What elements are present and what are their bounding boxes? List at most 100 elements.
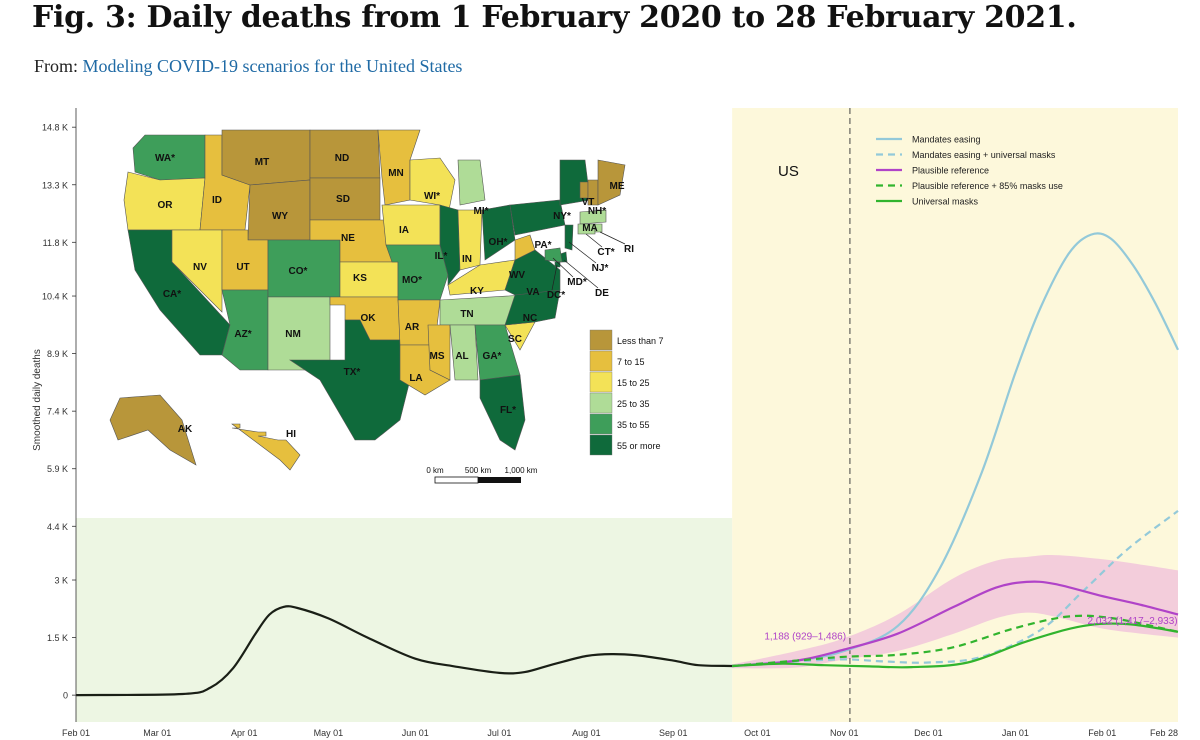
map-legend-swatch <box>589 413 613 435</box>
state-label-or: OR <box>158 200 174 211</box>
leader-ct <box>585 233 603 248</box>
y-tick-label: 10.4 K <box>42 292 68 302</box>
state-ia <box>381 204 441 246</box>
series-plausible-masks-85 <box>732 614 1179 668</box>
state-label-wv: WV <box>509 270 525 281</box>
state-label-il: IL* <box>435 251 448 262</box>
state-label-ne: NE <box>341 233 355 244</box>
state-ak <box>109 394 197 466</box>
leader-nj <box>568 241 597 264</box>
y-tick-label: 8.9 K <box>47 349 68 359</box>
state-label-nd: ND <box>335 153 349 164</box>
x-tick-label: Nov 01 <box>830 728 859 738</box>
x-tick-label: May 01 <box>314 728 344 738</box>
map-scale-label: 500 km <box>465 466 492 475</box>
map-scale-label: 0 km <box>426 466 444 475</box>
legend-label-plausible-reference: Plausible reference <box>912 166 989 176</box>
map-legend-label: 35 to 55 <box>617 420 650 430</box>
state-md <box>544 247 563 263</box>
legend-label-mandates-easing: Mandates easing <box>912 135 981 145</box>
state-label-nj: NJ* <box>592 263 609 274</box>
state-label-fl: FL* <box>500 405 516 416</box>
state-label-sd: SD <box>336 194 350 205</box>
source-article-link[interactable]: Modeling COVID-19 scenarios for the Unit… <box>82 56 463 76</box>
y-tick-label: 1.5 K <box>47 633 68 643</box>
x-tick-label: Aug 01 <box>572 728 601 738</box>
state-label-oh: OH* <box>489 237 508 248</box>
state-label-in: IN <box>462 254 472 265</box>
state-label-tx: TX* <box>344 367 361 378</box>
state-label-mo: MO* <box>402 275 422 286</box>
map-legend-label: 25 to 35 <box>617 399 650 409</box>
state-label-de: DE <box>595 288 609 299</box>
state-nv <box>171 229 223 313</box>
x-tick-label: Sep 01 <box>659 728 688 738</box>
x-tick-label: Feb 01 <box>62 728 90 738</box>
state-label-nc: NC <box>523 313 537 324</box>
map-scale-label: 1,000 km <box>505 466 538 475</box>
map-legend-label: 7 to 15 <box>617 357 645 367</box>
map-legend-label: 55 or more <box>617 441 661 451</box>
y-tick-label: 5.9 K <box>47 464 68 474</box>
region-label: US <box>778 163 799 180</box>
figure-source: From: Modeling COVID-19 scenarios for th… <box>34 56 462 77</box>
state-label-mn: MN <box>388 168 404 179</box>
annotation-nov: 1,188 (929–1,486) <box>764 632 846 643</box>
legend-label-universal-masks: Universal masks <box>912 197 979 207</box>
state-ri <box>594 223 603 233</box>
series-layer: US 1,188 (929–1,486) 2,032 (1,417–2,933) <box>75 108 1179 722</box>
leader-md <box>552 257 574 278</box>
series-universal-masks <box>732 622 1179 669</box>
state-mi <box>457 159 486 206</box>
state-label-id: ID <box>212 195 222 206</box>
map-legend-label: 15 to 25 <box>617 378 650 388</box>
x-tick-label: Mar 01 <box>143 728 171 738</box>
state-nj <box>564 224 574 251</box>
leader-dc <box>551 264 558 291</box>
leader-ri <box>599 231 626 245</box>
state-wv <box>514 234 536 261</box>
series-mandates-easing-masks <box>732 510 1179 668</box>
state-label-nv: NV <box>193 262 207 273</box>
map-legend-swatch <box>589 371 613 393</box>
state-label-ar: AR <box>405 322 420 333</box>
state-label-mt: MT <box>255 157 269 168</box>
state-label-al: AL <box>455 351 468 362</box>
map-legend-swatch <box>589 329 613 351</box>
x-tick-label: Jul 01 <box>487 728 511 738</box>
map-legend-label: Less than 7 <box>617 336 664 346</box>
state-label-ky: KY <box>470 286 484 297</box>
state-ks <box>339 261 399 298</box>
series-legend: Mandates easing Mandates easing + univers… <box>876 135 1063 207</box>
source-prefix: From: <box>34 56 79 76</box>
state-label-pa: PA* <box>534 240 551 251</box>
state-label-nh: NH* <box>588 206 606 217</box>
y-tick-label: 0 <box>63 691 68 701</box>
state-vt <box>579 181 589 199</box>
y-tick-label: 11.8 K <box>43 238 68 248</box>
axes-layer: 0 1.5 K 3 K 4.4 K 5.9 K 7.4 K 8.9 K 10.4 K 11.8 … <box>42 108 1178 738</box>
state-label-la: LA <box>409 373 422 384</box>
y-tick-label: 4.4 K <box>47 522 68 532</box>
map-legend-swatch <box>589 350 613 372</box>
plausible-reference-band <box>732 555 1178 669</box>
x-tick-label: Oct 01 <box>744 728 771 738</box>
state-hi <box>231 423 301 471</box>
series-plausible-reference <box>732 580 1179 668</box>
state-al <box>449 324 479 381</box>
map-legend-swatch <box>589 434 613 456</box>
state-label-wa: WA* <box>155 153 175 164</box>
state-label-ga: GA* <box>483 351 502 362</box>
legend-label-plausible-masks-85: Plausible reference + 85% masks use <box>912 181 1063 191</box>
state-label-tn: TN <box>460 309 473 320</box>
state-label-me: ME <box>610 181 625 192</box>
y-tick-label: 14.8 K <box>42 123 68 133</box>
y-axis-label: Smoothed daily deaths <box>32 349 43 451</box>
state-label-dc: DC* <box>547 290 565 301</box>
state-label-az: AZ* <box>234 329 251 340</box>
state-label-ny: NY* <box>553 211 571 222</box>
x-tick-label: Jun 01 <box>402 728 429 738</box>
state-me <box>597 159 626 206</box>
x-tick-label: Feb 28 <box>1150 728 1178 738</box>
